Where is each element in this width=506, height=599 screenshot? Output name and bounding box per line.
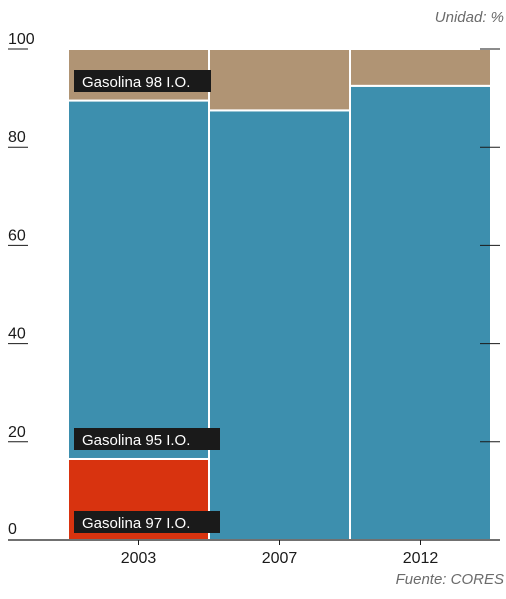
series-label-2: Gasolina 95 I.O. <box>74 428 220 450</box>
y-tick-label-100: 100 <box>8 31 35 48</box>
bar-segment-2007-3 <box>208 48 351 112</box>
unit-label: Unidad: % <box>435 9 504 26</box>
series-label-box-1 <box>74 511 220 533</box>
series-label-text-3: Gasolina 98 I.O. <box>82 74 190 91</box>
bar-segment-2007-2 <box>208 109 351 541</box>
bar-segment-2012-3 <box>349 48 492 87</box>
bar-segment-2012-2 <box>349 84 492 541</box>
series-label-box-2 <box>74 428 220 450</box>
bars-layer <box>67 48 492 541</box>
series-label-box-3 <box>74 70 211 92</box>
x-tick-label-2007: 2007 <box>262 550 298 567</box>
x-tick-label-2003: 2003 <box>121 550 157 567</box>
y-tick-label-80: 80 <box>8 129 26 146</box>
y-tick-label-0: 0 <box>8 521 17 538</box>
series-label-text-1: Gasolina 97 I.O. <box>82 515 190 532</box>
series-label-1: Gasolina 97 I.O. <box>74 511 220 533</box>
x-tick-label-2012: 2012 <box>403 550 439 567</box>
y-tick-label-40: 40 <box>8 326 26 343</box>
series-label-text-2: Gasolina 95 I.O. <box>82 432 190 449</box>
y-tick-label-60: 60 <box>8 227 26 244</box>
axis-layer: 0 20 40 60 80 100 2003 2007 2012 <box>8 31 500 567</box>
series-label-3: Gasolina 98 I.O. <box>74 70 211 92</box>
y-tick-label-20: 20 <box>8 424 26 441</box>
bar-segment-2003-2 <box>67 99 210 460</box>
source-label: Fuente: CORES <box>396 571 504 588</box>
series-labels-layer: Gasolina 97 I.O. Gasolina 95 I.O. Gasolina… <box>74 70 220 533</box>
